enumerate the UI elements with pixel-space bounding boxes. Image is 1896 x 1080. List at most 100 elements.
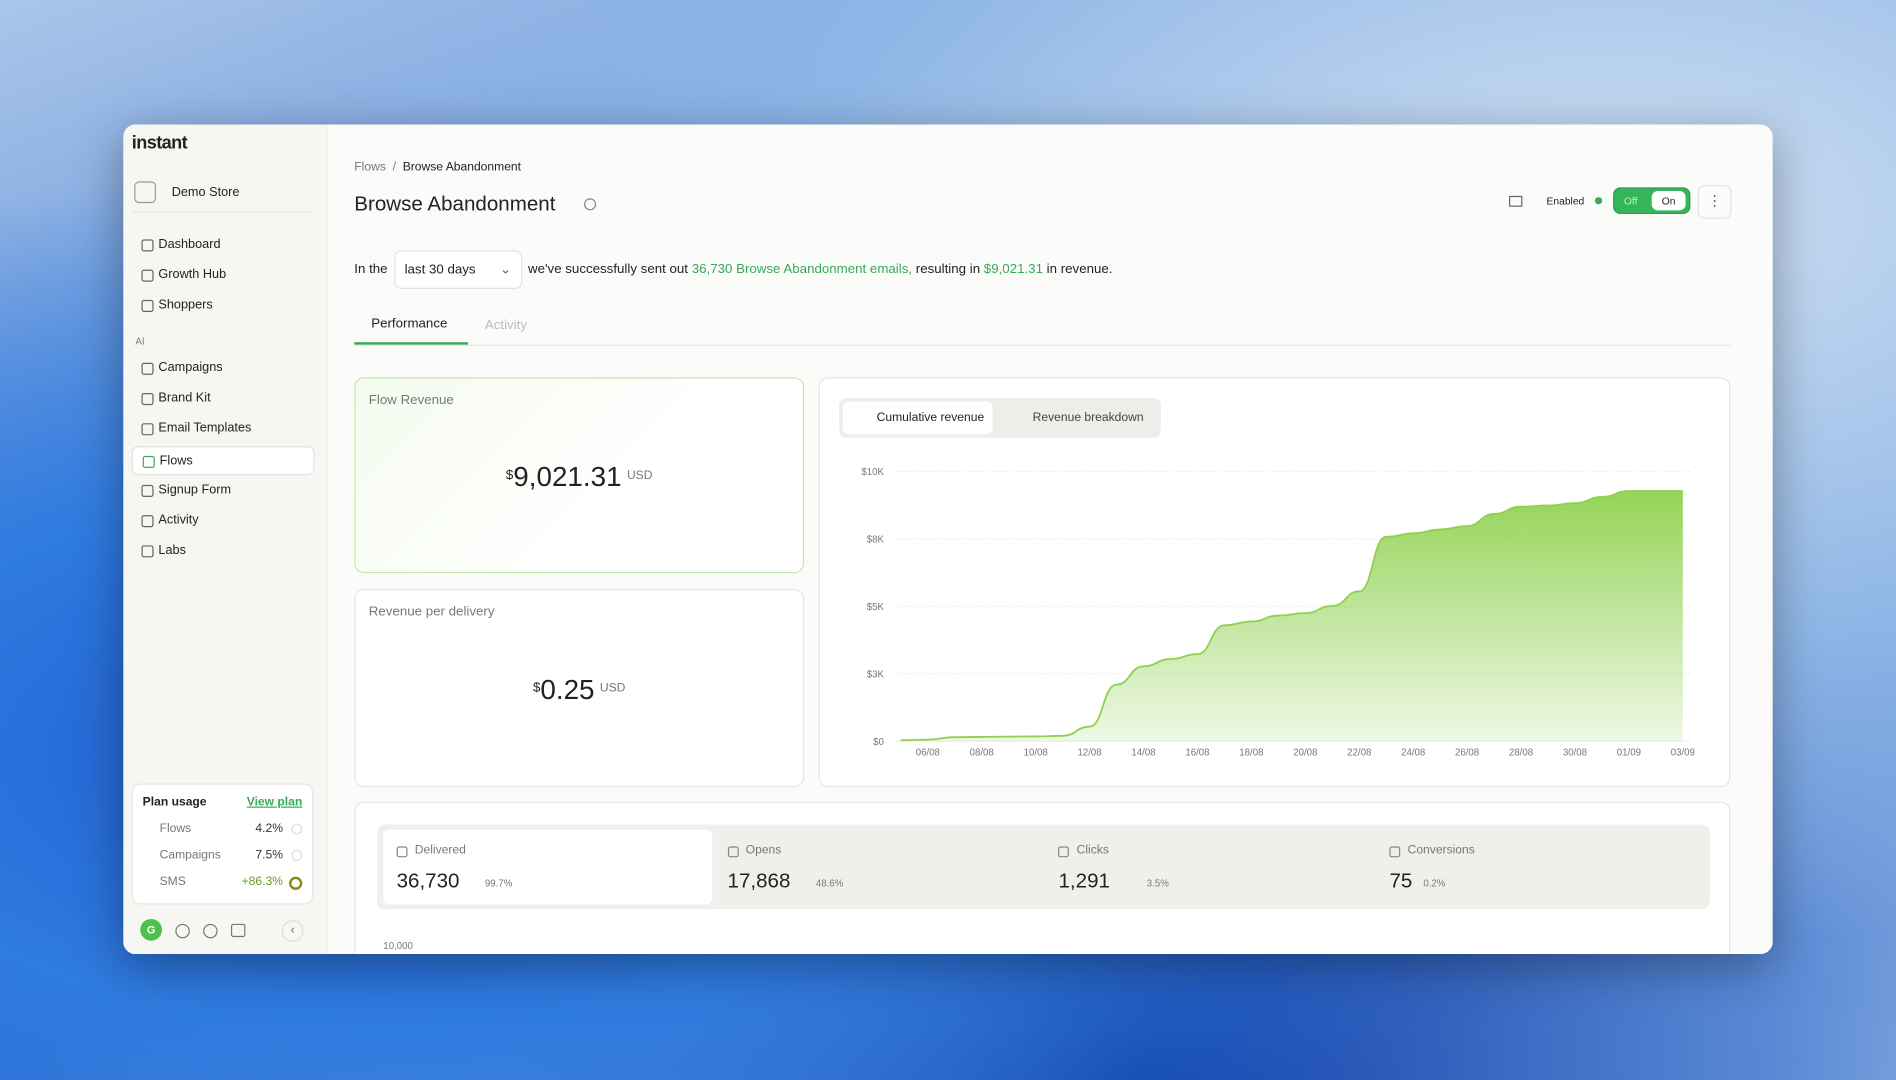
summary: In the last 30 days ⌄ we've successfully … xyxy=(354,250,1113,289)
nav-item[interactable]: Dashboard xyxy=(132,231,312,258)
y-tick-label: $3K xyxy=(867,669,885,680)
nav-item[interactable]: Email Templates xyxy=(132,415,312,442)
settings-icon[interactable] xyxy=(175,923,190,939)
nav-icon xyxy=(141,362,154,375)
nav-item[interactable]: Brand Kit xyxy=(132,385,312,412)
nav-icon xyxy=(141,423,154,436)
nav-item[interactable]: Signup Form xyxy=(132,476,312,503)
x-tick-label: 30/08 xyxy=(1563,748,1587,759)
stat-rate: 48.6% xyxy=(815,877,844,889)
plan-title: Plan usage xyxy=(142,795,207,809)
stat-selected[interactable] xyxy=(383,829,713,905)
nav-label: Signup Form xyxy=(158,482,232,497)
nav-label: Brand Kit xyxy=(158,390,211,406)
chevron: ⌄ xyxy=(499,262,511,277)
currency: $ xyxy=(505,467,514,483)
stat-rate: 99.7% xyxy=(484,877,513,889)
revenue-card: Flow Revenue $9,021.31 USD xyxy=(354,377,805,574)
nav-label: Dashboard xyxy=(158,236,221,252)
x-tick-label: 12/08 xyxy=(1078,748,1102,759)
store-selector[interactable]: Demo Store xyxy=(131,173,312,213)
tab-divider xyxy=(354,344,1731,346)
x-tick-label: 16/08 xyxy=(1185,748,1209,759)
breadcrumb: Flows / Browse Abandonment xyxy=(354,160,522,175)
x-tick-label: 10/08 xyxy=(1024,748,1048,759)
unit: USD xyxy=(626,469,653,483)
delivery-card: Revenue per delivery $0.25 USD xyxy=(354,588,805,788)
stat-icon xyxy=(727,846,739,858)
tab[interactable]: Activity xyxy=(484,318,528,333)
stat-value: 1,291 xyxy=(1058,869,1110,893)
stat-value: 36,730 xyxy=(396,869,460,893)
chart-tab-active[interactable]: Cumulative revenue xyxy=(842,401,993,435)
plan-row-value: +86.3% xyxy=(241,875,283,889)
chart-tab[interactable]: Revenue breakdown xyxy=(1032,411,1144,425)
mail-icon xyxy=(1509,195,1523,207)
x-tick-label: 18/08 xyxy=(1239,748,1263,759)
status-label: Enabled xyxy=(1546,194,1585,207)
x-tick-label: 14/08 xyxy=(1131,748,1155,759)
nav-label: Flows xyxy=(159,452,193,468)
x-tick-label: 08/08 xyxy=(970,748,994,759)
globe-icon[interactable] xyxy=(203,923,218,939)
nav-label: Labs xyxy=(158,543,186,558)
stat-value: 17,868 xyxy=(727,869,791,893)
chart-card: Cumulative revenue Revenue breakdown $0 $… xyxy=(818,377,1731,788)
period-dropdown[interactable]: last 30 days ⌄ xyxy=(393,250,522,289)
toggle[interactable]: Off On xyxy=(1613,187,1691,215)
currency: $ xyxy=(532,680,541,696)
nav-item[interactable]: Shoppers xyxy=(132,291,312,318)
plan-row-value: 7.5% xyxy=(255,848,283,863)
plan-row-name: Campaigns xyxy=(159,848,221,863)
nav-item[interactable]: Labs xyxy=(132,537,312,564)
usage-ring xyxy=(288,876,303,890)
card-title: Revenue per delivery xyxy=(368,604,495,620)
stat-icon xyxy=(396,846,408,858)
card-amount: $0.25 USD xyxy=(355,674,802,707)
nav-item[interactable]: Flows xyxy=(131,445,315,475)
nav-icon xyxy=(141,484,154,497)
chart-tabs: Cumulative revenue Revenue breakdown xyxy=(839,397,1161,438)
y-tick-label: $0 xyxy=(873,737,884,748)
stats-panel: Delivered 36,730 99.7% Opens 17,868 48.6% Clic… xyxy=(354,801,1731,955)
calendar-icon[interactable] xyxy=(230,923,246,938)
x-tick-label: 03/09 xyxy=(1671,748,1695,759)
status-dot xyxy=(1594,197,1603,205)
info-icon[interactable] xyxy=(584,198,597,211)
nav-item[interactable]: Activity xyxy=(132,507,312,534)
y-tick-label: $10K xyxy=(861,467,884,478)
summary-revenue: $9,021.31 xyxy=(983,262,1043,277)
card-title: Flow Revenue xyxy=(368,392,454,408)
stat-value: 75 xyxy=(1389,869,1413,893)
unit: USD xyxy=(599,681,626,696)
nav-icon xyxy=(141,299,154,312)
toggle-off: Off xyxy=(1623,194,1638,207)
nav-icon xyxy=(142,455,155,468)
collapse-button[interactable]: ‹ xyxy=(281,920,304,942)
nav-item[interactable]: Campaigns xyxy=(132,354,312,381)
stat-label: Delivered xyxy=(414,844,466,858)
summary-text: in revenue. xyxy=(1046,262,1113,277)
stat-label: Opens xyxy=(745,844,782,858)
avatar[interactable]: G xyxy=(140,918,163,941)
breadcrumb-link[interactable]: Flows xyxy=(354,160,386,175)
x-tick-label: 06/08 xyxy=(916,748,940,759)
x-tick-label: 20/08 xyxy=(1293,748,1317,759)
x-tick-label: 22/08 xyxy=(1347,748,1371,759)
area xyxy=(900,490,1683,742)
tab-active[interactable]: Performance xyxy=(371,316,448,332)
more-menu[interactable]: ⋮ xyxy=(1697,185,1732,219)
period-value: last 30 days xyxy=(404,262,476,277)
section-label: AI xyxy=(135,336,145,348)
amount: 9,021.31 xyxy=(513,460,622,493)
nav-label: Email Templates xyxy=(158,421,252,436)
nav-icon xyxy=(141,515,154,528)
plan-row-name: SMS xyxy=(159,875,186,889)
nav-icon xyxy=(141,393,154,406)
view-plan-link[interactable]: View plan xyxy=(246,795,303,809)
nav-item[interactable]: Growth Hub xyxy=(132,261,312,288)
usage-ring xyxy=(291,823,303,835)
stat-label: Conversions xyxy=(1407,844,1475,858)
